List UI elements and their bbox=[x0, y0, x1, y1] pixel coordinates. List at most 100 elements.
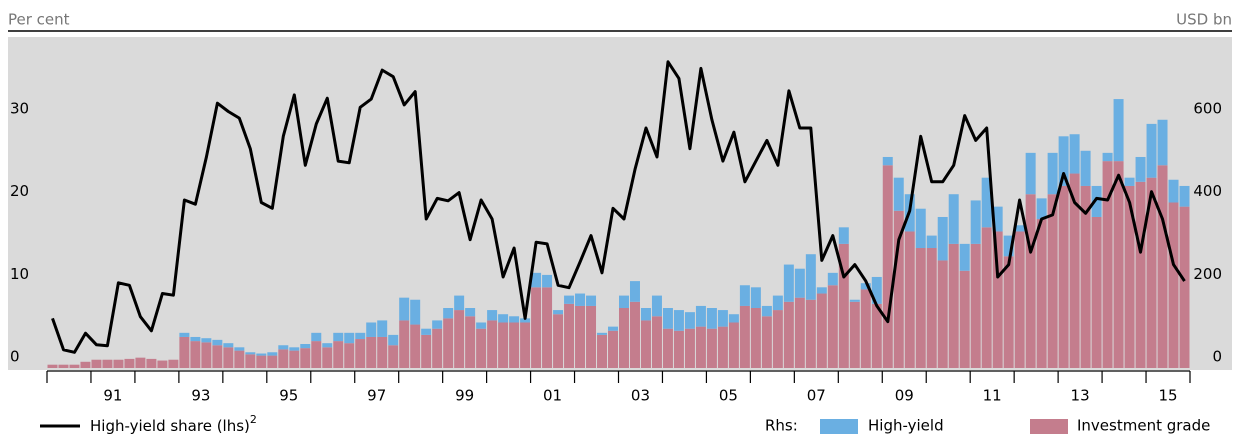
bar bbox=[981, 177, 992, 228]
bar bbox=[1047, 152, 1058, 195]
bar bbox=[629, 301, 640, 368]
bar bbox=[47, 364, 58, 368]
bar bbox=[750, 287, 761, 309]
bar bbox=[981, 227, 992, 368]
legend-label: Investment grade bbox=[1077, 417, 1210, 435]
bar bbox=[509, 322, 520, 368]
bar bbox=[267, 355, 278, 368]
bar bbox=[992, 206, 1003, 232]
bar bbox=[421, 328, 432, 335]
bar bbox=[915, 248, 926, 368]
bar bbox=[432, 320, 443, 329]
bar bbox=[706, 328, 717, 368]
bar bbox=[915, 208, 926, 249]
bar bbox=[640, 320, 651, 368]
bar bbox=[333, 332, 344, 342]
bar bbox=[597, 334, 608, 368]
bar bbox=[1003, 235, 1014, 257]
bar bbox=[772, 295, 783, 311]
y2-tick-label: 200 bbox=[1193, 265, 1222, 283]
bar bbox=[399, 320, 410, 368]
bar bbox=[212, 339, 223, 346]
x-tick-label: 09 bbox=[895, 387, 914, 405]
bar bbox=[871, 303, 882, 368]
bar bbox=[662, 308, 673, 329]
bar bbox=[344, 343, 355, 368]
bar bbox=[739, 285, 750, 306]
legend-swatch bbox=[820, 419, 858, 434]
bar bbox=[311, 341, 322, 368]
bar bbox=[772, 310, 783, 368]
bar bbox=[278, 349, 289, 368]
bar bbox=[1124, 185, 1135, 368]
bar bbox=[827, 272, 838, 286]
bar bbox=[223, 347, 234, 368]
bar bbox=[190, 336, 201, 342]
bar bbox=[377, 336, 388, 368]
bar bbox=[1069, 173, 1080, 368]
bar bbox=[750, 308, 761, 368]
bar bbox=[256, 355, 267, 368]
y-tick-label: 20 bbox=[10, 182, 29, 200]
bar bbox=[706, 308, 717, 329]
y-axis-label: Per cent bbox=[8, 11, 70, 29]
bar bbox=[1025, 152, 1036, 195]
bar bbox=[959, 243, 970, 271]
bar bbox=[761, 316, 772, 368]
bar bbox=[410, 299, 421, 325]
bar bbox=[860, 289, 871, 368]
bar bbox=[684, 312, 695, 329]
bar bbox=[300, 344, 311, 349]
bar bbox=[805, 254, 816, 300]
bar bbox=[344, 332, 355, 344]
bar bbox=[1179, 185, 1190, 207]
bar bbox=[388, 345, 399, 368]
bar bbox=[135, 357, 146, 368]
x-tick-label: 99 bbox=[455, 387, 474, 405]
bar bbox=[629, 281, 640, 302]
bar bbox=[531, 287, 542, 368]
bar bbox=[278, 345, 289, 350]
x-tick-label: 07 bbox=[807, 387, 826, 405]
bar bbox=[234, 350, 245, 368]
bar bbox=[586, 305, 597, 368]
bar bbox=[267, 352, 278, 356]
legend-label: High-yield bbox=[868, 417, 944, 435]
bar bbox=[1179, 206, 1190, 368]
legend-swatch bbox=[1030, 419, 1068, 434]
bar bbox=[124, 358, 135, 368]
bar bbox=[58, 364, 69, 368]
bar bbox=[157, 360, 168, 368]
bar bbox=[388, 334, 399, 346]
bar bbox=[377, 320, 388, 337]
bar bbox=[300, 348, 311, 368]
bar bbox=[91, 359, 102, 368]
bar bbox=[948, 243, 959, 368]
bar bbox=[662, 328, 673, 368]
bar bbox=[311, 332, 322, 342]
legend-label: High-yield share (lhs)2 bbox=[90, 413, 257, 435]
bar bbox=[1157, 165, 1168, 368]
legend-footnote: 2 bbox=[250, 413, 257, 426]
bar bbox=[695, 305, 706, 327]
bar bbox=[366, 336, 377, 368]
x-tick-label: 05 bbox=[719, 387, 738, 405]
bar bbox=[234, 347, 245, 351]
bar bbox=[399, 297, 410, 321]
x-tick-label: 97 bbox=[367, 387, 386, 405]
bar bbox=[783, 301, 794, 368]
bar bbox=[926, 248, 937, 368]
y-tick-label: 10 bbox=[10, 265, 29, 283]
x-tick-label: 95 bbox=[279, 387, 298, 405]
bar bbox=[849, 301, 860, 368]
bar bbox=[695, 326, 706, 368]
bar bbox=[739, 305, 750, 368]
bar bbox=[322, 347, 333, 368]
bar bbox=[333, 341, 344, 368]
bar bbox=[476, 328, 487, 368]
bar bbox=[1003, 256, 1014, 368]
bar bbox=[355, 332, 366, 340]
bar bbox=[1102, 152, 1113, 162]
bar bbox=[432, 328, 443, 368]
x-tick-label: 15 bbox=[1158, 387, 1177, 405]
